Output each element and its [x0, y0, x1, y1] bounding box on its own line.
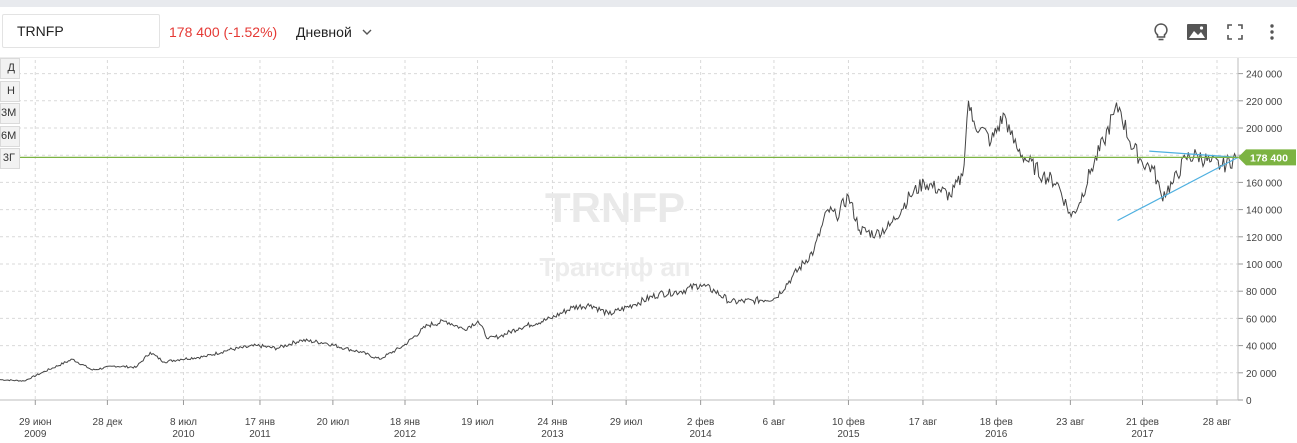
x-tick-year: 2016 [985, 429, 1008, 440]
x-tick-year: 2010 [172, 429, 195, 440]
period-dropdown[interactable]: Дневной [296, 21, 374, 43]
price-series-line [0, 100, 1237, 382]
y-tick-label: 0 [1246, 396, 1252, 407]
y-tick-label: 140 000 [1246, 206, 1283, 217]
x-tick-label: 10 фев [832, 416, 865, 428]
y-tick-label: 200 000 [1246, 124, 1283, 135]
y-tick-label: 240 000 [1246, 70, 1283, 81]
range-button-week[interactable]: Н [0, 80, 20, 102]
range-button-day[interactable]: Д [0, 58, 20, 79]
more-vertical-icon[interactable] [1260, 20, 1284, 44]
x-tick-year: 2014 [690, 429, 713, 440]
x-tick-label: 29 июл [610, 417, 643, 428]
plot-area: 178 400 [0, 100, 1296, 382]
y-tick-label: 60 000 [1246, 314, 1277, 325]
lightbulb-icon[interactable] [1149, 20, 1173, 44]
x-tick-label: 17 янв [245, 417, 275, 428]
x-tick-label: 18 янв [390, 417, 420, 428]
x-tick-label: 20 июл [317, 417, 350, 428]
chevron-down-icon [362, 29, 372, 35]
price-change: 178 400 (-1.52%) [169, 24, 278, 40]
y-tick-label: 20 000 [1246, 369, 1277, 380]
watermark-ticker: TRNFP [545, 184, 685, 231]
trend-line [1149, 150, 1239, 158]
x-tick-year: 2009 [24, 429, 47, 440]
x-tick-label: 8 июл [170, 417, 197, 428]
y-tick-label: 220 000 [1246, 97, 1283, 108]
x-tick-year: 2012 [394, 429, 417, 440]
last-price-badge [1238, 149, 1296, 166]
watermark-name: Транснф ап [539, 252, 690, 282]
x-tick-year: 2017 [1131, 429, 1154, 440]
image-icon[interactable] [1185, 20, 1209, 44]
x-tick-year: 2013 [541, 429, 564, 440]
range-buttons: Д Н 3М 6М 3Г [0, 58, 20, 171]
x-tick-label: 29 июн [19, 417, 52, 428]
y-tick-label: 160 000 [1246, 178, 1283, 189]
x-tick-label: 24 янв [537, 417, 567, 428]
fullscreen-icon[interactable] [1223, 20, 1247, 44]
x-tick-label: 17 авг [909, 417, 938, 428]
range-button-3m[interactable]: 3М [0, 103, 20, 124]
ticker-input[interactable] [2, 14, 160, 48]
x-tick-year: 2011 [249, 429, 271, 440]
y-axis: 0 20 000 40 000 60 000 80 000 100 000 120 000 1… [1237, 58, 1283, 407]
y-tick-label: 100 000 [1246, 260, 1283, 271]
range-button-3y[interactable]: 3Г [0, 148, 20, 169]
chart-toolbar: 178 400 (-1.52%) Дневной [0, 7, 1297, 58]
x-tick-label: 18 фев [980, 416, 1013, 428]
y-tick-label: 40 000 [1246, 342, 1277, 353]
x-tick-label: 2 фев [687, 416, 714, 428]
x-tick-label: 28 авг [1203, 417, 1232, 428]
x-tick-label: 23 авг [1056, 417, 1085, 428]
x-tick-year: 2015 [837, 429, 860, 440]
x-tick-label: 6 авг [763, 417, 786, 428]
period-label: Дневной [296, 24, 352, 40]
y-tick-label: 80 000 [1246, 287, 1277, 298]
trend-line [1117, 156, 1239, 222]
x-tick-label: 21 фев [1126, 416, 1159, 428]
range-button-6m[interactable]: 6М [0, 125, 20, 147]
last-price-label: 178 400 [1250, 152, 1288, 164]
top-strip [0, 0, 1297, 7]
x-tick-label: 28 дек [93, 417, 123, 428]
y-tick-label: 120 000 [1246, 233, 1283, 244]
x-tick-label: 19 июл [461, 417, 494, 428]
watermark: TRNFP Транснф ап [539, 184, 690, 282]
